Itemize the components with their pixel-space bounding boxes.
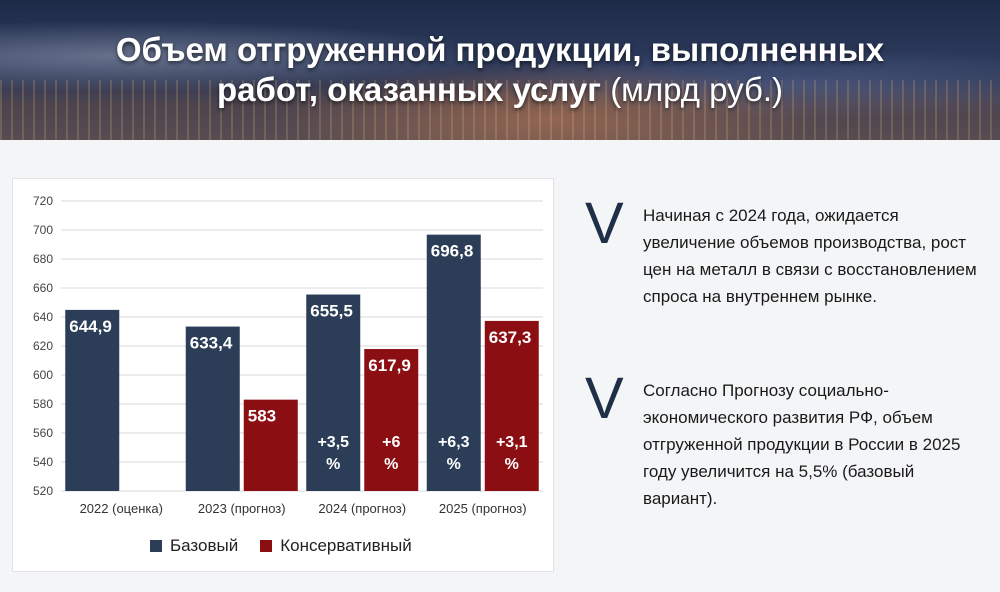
data-label: 617,9 xyxy=(368,356,411,375)
note-text: Согласно Прогнозу социально-экономическо… xyxy=(643,381,961,508)
bar-base xyxy=(185,326,240,491)
y-tick-label: 700 xyxy=(33,223,53,237)
check-mark-icon: V xyxy=(585,191,624,256)
data-label: 633,4 xyxy=(190,334,233,353)
bar-conservative xyxy=(243,399,298,491)
legend-label-conservative: Консервативный xyxy=(280,536,412,555)
legend-swatch-conservative xyxy=(260,540,273,552)
bar-conservative xyxy=(364,349,419,491)
y-tick-label: 620 xyxy=(33,339,53,353)
bar-base xyxy=(65,309,120,491)
chart-card: 520 540 560 580 600 620 640 660 680 700 720 2022 (о… xyxy=(12,178,554,572)
page-title-bold: работ, оказанных услуг xyxy=(216,71,602,108)
chart-legend: Базовый Консервативный xyxy=(150,536,412,556)
data-label: 637,3 xyxy=(489,328,532,347)
bar-base xyxy=(426,234,481,491)
page-title-line-1: Объем отгруженной продукции, выполненных xyxy=(115,31,885,68)
page-title-unit: (млрд руб.) xyxy=(610,71,784,108)
y-tick-label: 660 xyxy=(33,281,53,295)
y-tick-label: 640 xyxy=(33,310,53,324)
note-text: Начиная с 2024 года, ожидается увеличени… xyxy=(643,206,977,306)
page-title-line-2: работ, оказанных услуг (млрд руб.) xyxy=(0,70,1000,110)
growth-label-percent: % xyxy=(384,456,398,473)
x-tick-label: 2022 (оценка) xyxy=(80,501,163,516)
growth-label-value: +6 xyxy=(382,434,400,451)
growth-label-percent: % xyxy=(326,456,340,473)
legend-item-conservative: Консервативный xyxy=(260,536,412,556)
bar-conservative xyxy=(484,320,539,491)
growth-label-value: +3,1 xyxy=(496,434,528,451)
y-tick-label: 520 xyxy=(33,484,53,498)
bar-chart: 520 540 560 580 600 620 640 660 680 700 720 2022 (о… xyxy=(33,194,543,516)
data-label: 583 xyxy=(248,407,276,426)
data-label: 655,5 xyxy=(310,302,353,321)
growth-label-value: +6,3 xyxy=(438,434,470,451)
y-tick-label: 580 xyxy=(33,397,53,411)
bar-base xyxy=(306,294,361,491)
y-tick-label: 720 xyxy=(33,194,53,208)
growth-label-percent: % xyxy=(447,456,461,473)
legend-item-base: Базовый xyxy=(150,536,238,556)
data-label: 696,8 xyxy=(431,242,474,261)
x-tick-label: 2024 (прогноз) xyxy=(318,501,406,516)
x-tick-label: 2025 (прогноз) xyxy=(439,501,527,516)
data-label: 644,9 xyxy=(69,317,112,336)
growth-label-value: +3,5 xyxy=(317,434,349,451)
legend-swatch-base xyxy=(150,540,162,552)
legend-label-base: Базовый xyxy=(170,536,239,555)
check-mark-icon: V xyxy=(585,366,624,431)
city-lights-background xyxy=(0,80,1000,140)
y-tick-label: 680 xyxy=(33,252,53,266)
growth-label-percent: % xyxy=(505,456,519,473)
header-banner: Объем отгруженной продукции, выполненных… xyxy=(0,0,1000,140)
x-tick-label: 2023 (прогноз) xyxy=(198,501,286,516)
y-tick-label: 600 xyxy=(33,368,53,382)
y-tick-label: 560 xyxy=(33,426,53,440)
y-tick-label: 540 xyxy=(33,455,53,469)
